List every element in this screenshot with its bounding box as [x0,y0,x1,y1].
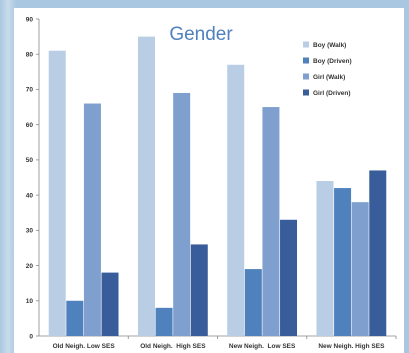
bar-chart: 0 10 20 30 40 50 60 70 80 90 Old Neigh. Low SES Old… [26,16,397,350]
bar [190,244,208,336]
bar [316,181,334,336]
x-category-label: New Neigh. High SES [318,343,385,350]
x-category-label: Old Neigh. High SES [140,343,206,350]
bar [334,188,352,336]
legend-swatch [303,73,309,80]
legend-label: Boy (Driven) [313,58,352,65]
chart-title: Gender [169,24,233,45]
bar-layer [48,36,387,337]
legend-swatch [303,41,309,48]
legend-label: Girl (Driven) [313,90,351,97]
bar [137,36,155,336]
y-tick-label: 0 [29,333,33,340]
y-tick-label: 40 [26,192,34,199]
bar [227,64,245,337]
legend-swatch [303,57,309,64]
y-tick-label: 60 [26,122,34,129]
y-tick-label: 70 [26,87,34,94]
y-tick-label: 50 [26,157,34,164]
bar [83,103,101,337]
bar [66,300,84,336]
bar [280,219,298,336]
legend-swatch [303,89,309,96]
x-category-label: New Neigh. Low SES [229,343,296,350]
y-tick-label: 30 [26,228,34,235]
y-tick-label: 90 [26,16,34,23]
y-tick-label: 20 [26,263,34,270]
legend-label: Boy (Walk) [313,42,346,49]
bar [101,272,119,336]
bar [244,269,262,336]
bar [351,202,369,336]
legend-label: Girl (Walk) [313,74,345,81]
y-tick-label: 10 [26,298,34,305]
bar [155,307,173,336]
chart-panel: 0 10 20 30 40 50 60 70 80 90 Old Neigh. Low SES Old… [14,8,404,353]
bar [173,92,191,336]
legend: Boy (Walk) Boy (Driven) Girl (Walk) Girl (D… [303,41,352,97]
y-tick-label: 80 [26,52,34,59]
bar [262,107,280,336]
bar [48,50,66,336]
x-category-label: Old Neigh. Low SES [53,343,116,350]
bar [369,170,387,336]
